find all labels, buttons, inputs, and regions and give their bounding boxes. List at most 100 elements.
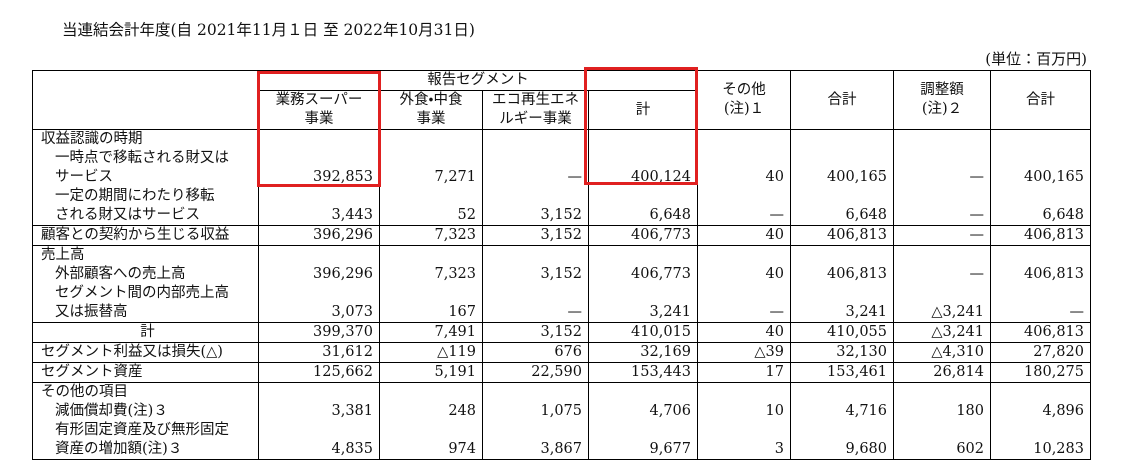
cell-value: 406,813 <box>990 322 1091 343</box>
table-row: 一時点で移転される財又は サービス 392,853 7,271—400,124 40 40… <box>32 149 1091 187</box>
table-row: 売上高 <box>32 245 1091 265</box>
cell-value <box>697 245 791 265</box>
cell-value: 396,296 <box>258 265 380 284</box>
row-label-line: 売上高 <box>41 247 85 263</box>
row-label: 外部顧客への売上高 <box>32 265 259 284</box>
cell-value: 4,896 <box>990 402 1091 421</box>
table-row: 外部顧客への売上高 396,296 7,323 3,152 406,773 40 406,8… <box>32 265 1091 284</box>
column-header: エコ再生エネ ルギー事業 <box>482 90 589 130</box>
cell-value: 3,152 <box>482 187 589 226</box>
cell-value: 180,275 <box>990 362 1091 383</box>
row-label-line: 資産の増加額(注)３ <box>55 441 183 457</box>
column-header: 合計 <box>790 70 894 130</box>
cell-value <box>790 382 894 402</box>
column-header-line: 調整額 <box>920 82 964 98</box>
row-label: 計 <box>32 322 259 343</box>
cell-value: 52 <box>379 187 483 226</box>
cell-value: 400,124 <box>588 149 698 187</box>
cell-value <box>990 245 1091 265</box>
header-row: 報告セグメント その他 (注)１ 合計 調整額 (注)２ 合計 <box>32 70 1091 130</box>
column-header: 調整額 (注)２ <box>893 70 991 130</box>
row-label-line: 又は振替高 <box>55 304 128 320</box>
row-label: その他の項目 <box>32 382 259 402</box>
column-header-line: (注)１ <box>723 101 765 117</box>
row-label-line: 外部顧客への売上高 <box>55 266 186 282</box>
cell-value: 3,241 <box>790 284 894 323</box>
row-label-line: 計 <box>140 324 155 340</box>
row-label-line: セグメント間の内部売上高 <box>55 285 229 301</box>
cell-value: 410,055 <box>790 322 894 343</box>
cell-value: 3,241 <box>588 284 698 323</box>
cell-value: 974 <box>379 421 483 460</box>
row-label: 減価償却費(注)３ <box>32 402 259 421</box>
cell-value <box>893 245 991 265</box>
row-label: セグメント間の内部売上高 又は振替高 <box>32 284 259 323</box>
row-label-line: 一時点で移転される財又は <box>55 150 229 166</box>
unit-label: (単位：百万円) <box>985 50 1087 68</box>
column-header-line: 合計 <box>1026 91 1055 108</box>
table-row: その他の項目 <box>32 382 1091 402</box>
cell-value: 10,283 <box>990 421 1091 460</box>
cell-value <box>697 382 791 402</box>
cell-value: 10 <box>697 402 791 421</box>
table-row: セグメント利益又は損失(△) 31,612 △119 676 32,169 △39 32,1… <box>32 342 1091 363</box>
row-label-line: される財又はサービス <box>55 207 200 223</box>
cell-value <box>790 245 894 265</box>
cell-value: 406,813 <box>990 265 1091 284</box>
cell-value: 399,370 <box>258 322 380 343</box>
column-header-line: (注)２ <box>921 101 963 117</box>
cell-value: 410,015 <box>588 322 698 343</box>
row-label: 収益認識の時期 <box>32 129 259 149</box>
cell-value: 396,296 <box>258 225 380 246</box>
highlight-box <box>584 67 698 185</box>
cell-value: 6,648 <box>790 187 894 226</box>
cell-value: 5,191 <box>379 362 483 383</box>
cell-value: 3,073 <box>258 284 380 323</box>
cell-value: 125,662 <box>258 362 380 383</box>
cell-value <box>893 382 991 402</box>
header-row: 業務スーパー 事業 外食・中食 事業 エコ再生エネ ルギー事業計 <box>33 90 1091 130</box>
row-label-line: その他の項目 <box>41 384 128 400</box>
cell-value: △3,241 <box>893 284 991 323</box>
cell-value: 406,813 <box>790 265 894 284</box>
column-header: その他 (注)１ <box>697 70 791 130</box>
table-row: セグメント間の内部売上高 又は振替高 3,073 167—3,241—3,241 △3,… <box>32 284 1091 323</box>
table-row: 有形固定資産及び無形固定 資産の増加額(注)３ 4,835 974 3,867 9,677… <box>32 421 1091 460</box>
cell-value <box>379 382 483 402</box>
cell-value: 32,169 <box>588 342 698 363</box>
cell-value: — <box>893 265 991 284</box>
table-row: 減価償却費(注)３ 3,381 248 1,075 4,706 10 4,716 180 4,8… <box>32 402 1091 421</box>
cell-value: 40 <box>697 149 791 187</box>
table-row: 一定の期間にわたり移転 される財又はサービス 3,443 52 3,152 6,648—6… <box>32 187 1091 226</box>
cell-value <box>790 129 894 149</box>
row-label-line: セグメント資産 <box>41 364 143 380</box>
cell-value: 7,491 <box>379 322 483 343</box>
table-row: 収益認識の時期 <box>32 129 1091 149</box>
cell-value: 6,648 <box>990 187 1091 226</box>
cell-value: 180 <box>893 402 991 421</box>
cell-value: 32,130 <box>790 342 894 363</box>
cell-value: 4,706 <box>588 402 698 421</box>
cell-value: △39 <box>697 342 791 363</box>
column-header: 合計 <box>990 70 1091 130</box>
cell-value: 3,867 <box>482 421 589 460</box>
table-row: 顧客との契約から生じる収益 396,296 7,323 3,152 406,773 40 4… <box>32 225 1091 246</box>
table-row: 計 399,370 7,491 3,152 410,015 40 410,055 △3,241… <box>32 322 1091 343</box>
row-label: 一定の期間にわたり移転 される財又はサービス <box>32 187 259 226</box>
cell-value: 3,152 <box>482 265 589 284</box>
table-row: セグメント資産 125,662 5,191 22,590 153,443 17 153,46… <box>32 362 1091 383</box>
cell-value: 406,773 <box>588 225 698 246</box>
cell-value: 4,835 <box>258 421 380 460</box>
cell-value: 40 <box>697 322 791 343</box>
cell-value: 248 <box>379 402 483 421</box>
row-label-line: 顧客との契約から生じる収益 <box>41 227 230 243</box>
cell-value: 26,814 <box>893 362 991 383</box>
column-header-line: エコ再生エネ <box>492 92 579 108</box>
cell-value: 9,680 <box>790 421 894 460</box>
column-header: 外食・中食 事業 <box>379 90 483 130</box>
cell-value: — <box>482 149 589 187</box>
cell-value <box>893 129 991 149</box>
cell-value: 153,461 <box>790 362 894 383</box>
header-cell <box>32 70 259 130</box>
